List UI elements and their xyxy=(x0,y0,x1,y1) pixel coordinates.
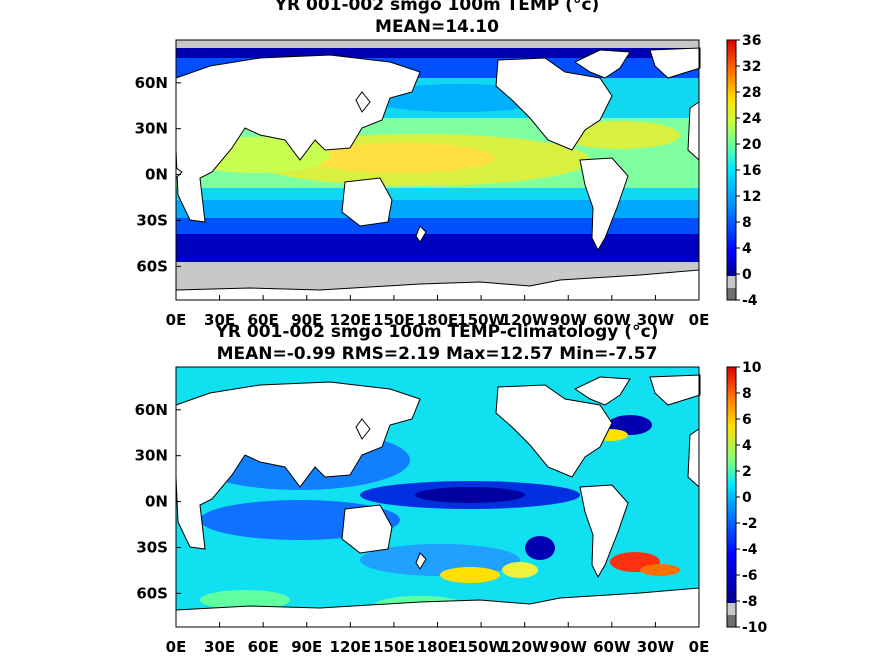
x-tick-label: 120W xyxy=(501,311,549,329)
panel1-subtitle: MEAN=14.10 xyxy=(375,17,499,37)
x-tick-label: 150W xyxy=(457,638,505,656)
x-tick-label: 150W xyxy=(457,311,505,329)
panel-temperature: YR 001-002 smgo 100m TEMP (°c) MEAN=14.1… xyxy=(135,0,762,329)
y-tick-label: 30N xyxy=(135,120,168,138)
colorbar-tick-label: -6 xyxy=(742,568,758,584)
colorbar-tick-label: 10 xyxy=(742,360,762,376)
y-tick-label: 0N xyxy=(145,166,168,184)
colorbar-tick-label: 24 xyxy=(742,111,762,127)
panel2-colorbar-missing xyxy=(727,603,736,615)
panel2-y-axis: 60N 30N 0N 30S 60S xyxy=(135,401,181,602)
colorbar-tick-label: 28 xyxy=(742,85,761,101)
y-tick-label: 60S xyxy=(136,584,168,602)
y-tick-label: 60N xyxy=(135,401,168,419)
colorbar-tick-label: -4 xyxy=(742,293,758,309)
y-tick-label: 60N xyxy=(135,74,168,92)
panel1-colorbar-missing xyxy=(727,276,736,288)
colorbar-tick-label: -2 xyxy=(742,516,758,532)
panel2-colorbar-gradient xyxy=(727,367,736,603)
x-tick-label: 90W xyxy=(550,311,588,329)
colorbar-tick-label: 8 xyxy=(742,215,752,231)
colorbar-tick-label: -10 xyxy=(742,620,768,636)
panel2-subtitle: MEAN=-0.99 RMS=2.19 Max=12.57 Min=-7.57 xyxy=(217,344,658,364)
x-tick-label: 30W xyxy=(637,311,675,329)
colorbar-tick-label: 4 xyxy=(742,241,752,257)
x-tick-label: 90E xyxy=(291,638,322,656)
panel1-map xyxy=(175,39,701,301)
panel1-title: YR 001-002 smgo 100m TEMP (°c) xyxy=(274,0,600,15)
panel2-land xyxy=(175,374,701,628)
panel1-land xyxy=(175,47,701,301)
x-tick-label: 120E xyxy=(330,311,372,329)
panel2-colorbar-below xyxy=(727,615,736,627)
colorbar-tick-label: 8 xyxy=(742,386,752,402)
colorbar-tick-label: 36 xyxy=(742,33,761,49)
colorbar-tick-label: -4 xyxy=(742,542,758,558)
colorbar-tick-label: 2 xyxy=(742,464,752,480)
x-tick-label: 0E xyxy=(689,311,710,329)
panel2-title: YR 001-002 smgo 100m TEMP-climatology (°… xyxy=(215,322,659,342)
panel1-y-axis: 60N 30N 0N 30S 60S xyxy=(135,74,181,275)
x-tick-label: 180E xyxy=(417,311,459,329)
colorbar-tick-label: 0 xyxy=(742,267,752,283)
y-tick-label: 0N xyxy=(145,493,168,511)
y-tick-label: 30N xyxy=(135,447,168,465)
colorbar-tick-label: 4 xyxy=(742,438,752,454)
colorbar-tick-label: 16 xyxy=(742,163,761,179)
colorbar-tick-label: 12 xyxy=(742,189,761,205)
x-tick-label: 0E xyxy=(166,638,187,656)
x-tick-label: 60W xyxy=(593,638,631,656)
panel2-colorbar: 10 8 6 4 2 0 -2 -4 -6 -8 -10 xyxy=(726,360,768,636)
panel-anomaly: YR 001-002 smgo 100m TEMP-climatology (°… xyxy=(135,322,768,656)
x-tick-label: 30W xyxy=(637,638,675,656)
colorbar-tick-label: 0 xyxy=(742,490,752,506)
x-tick-label: 60W xyxy=(593,311,631,329)
panel1-colorbar-gradient xyxy=(727,40,736,276)
panel1-colorbar-below xyxy=(727,288,736,300)
x-tick-label: 60E xyxy=(248,638,279,656)
x-tick-label: 0E xyxy=(689,638,710,656)
x-tick-label: 150E xyxy=(373,311,415,329)
panel1-missing-north xyxy=(176,40,699,48)
x-tick-label: 90E xyxy=(291,311,322,329)
y-tick-label: 60S xyxy=(136,257,168,275)
x-tick-label: 0E xyxy=(166,311,187,329)
x-tick-label: 30E xyxy=(204,638,235,656)
y-tick-label: 30S xyxy=(136,211,168,229)
x-tick-label: 150E xyxy=(373,638,415,656)
x-tick-label: 180E xyxy=(417,638,459,656)
panel1-colorbar: 36 32 28 24 20 16 12 8 4 0 -4 xyxy=(726,33,762,309)
x-tick-label: 120W xyxy=(501,638,549,656)
colorbar-tick-label: 32 xyxy=(742,59,761,75)
x-tick-label: 60E xyxy=(248,311,279,329)
x-tick-label: 120E xyxy=(330,638,372,656)
colorbar-tick-label: 20 xyxy=(742,137,762,153)
panel2-map xyxy=(175,366,701,628)
colorbar-tick-label: -8 xyxy=(742,594,758,610)
x-tick-label: 90W xyxy=(550,638,588,656)
x-tick-label: 30E xyxy=(204,311,235,329)
colorbar-tick-label: 6 xyxy=(742,412,752,428)
y-tick-label: 30S xyxy=(136,538,168,556)
